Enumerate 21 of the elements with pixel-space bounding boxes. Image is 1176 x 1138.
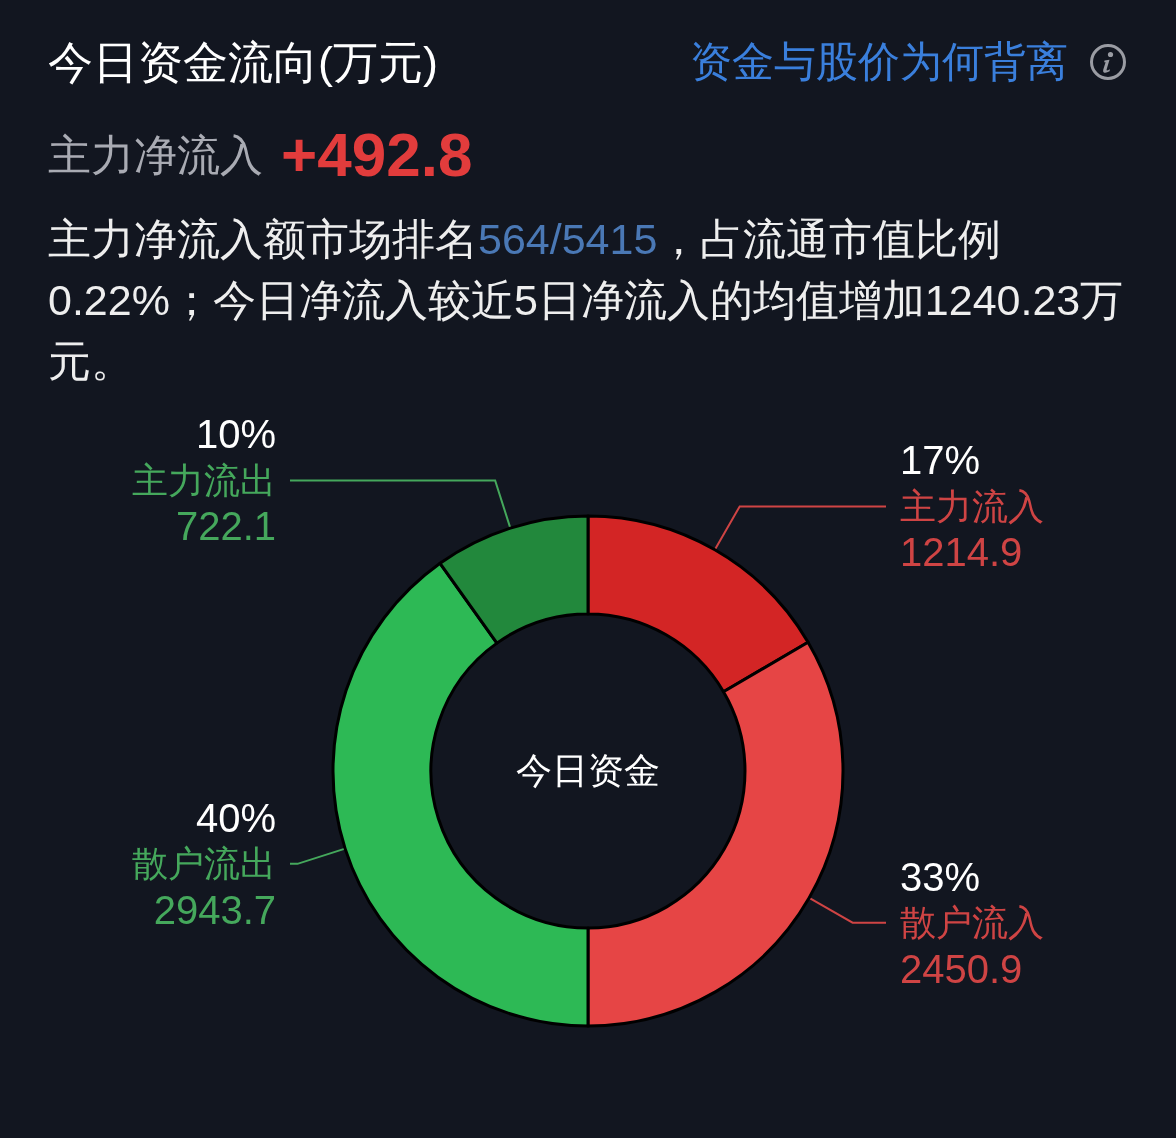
text: 资金与股价为何背离 xyxy=(690,38,1068,85)
data-label: 1214.9 xyxy=(900,530,1023,575)
text: 今日资金 xyxy=(516,750,660,791)
text: 17% xyxy=(900,438,981,483)
text: 0.22%；今日净流入较近5日净流入的均值增加1240.23万元。 xyxy=(48,276,1124,385)
data-label: 722.1 xyxy=(175,504,276,549)
text: ，占流通市值比例 xyxy=(657,215,1002,263)
chart-subtitle: 主力净流入 xyxy=(48,130,263,179)
slice-label: 主力流入 xyxy=(900,485,1044,527)
slice-label: 散户流入 xyxy=(900,902,1044,944)
text: 33% xyxy=(900,854,981,899)
text: 40% xyxy=(195,795,276,840)
text: 10% xyxy=(195,412,276,457)
text: 主力净流入额市场排名 xyxy=(48,215,478,263)
data-label: 2943.7 xyxy=(153,887,276,932)
text: 564/5415 xyxy=(478,215,658,263)
slice-label: 主力流出 xyxy=(132,459,276,501)
data-label: 2450.9 xyxy=(900,946,1023,991)
chart-title: 今日资金流向(万元) xyxy=(48,37,438,88)
slice-label: 散户流出 xyxy=(132,843,276,885)
text: +492.8 xyxy=(281,120,473,189)
